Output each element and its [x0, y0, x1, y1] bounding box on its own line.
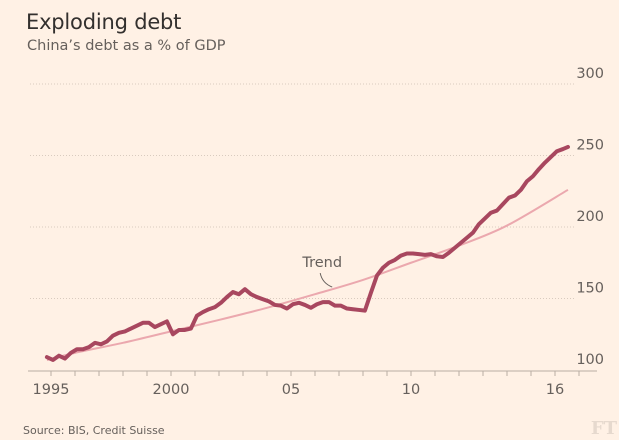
- y-tick-label: 300: [576, 66, 604, 82]
- debt-line: [44, 144, 570, 362]
- trend-annotation-label: Trend: [301, 255, 342, 271]
- trend-annotation-leader: [319, 272, 333, 288]
- x-tick-label: 16: [546, 382, 564, 398]
- source-note: Source: BIS, Credit Suisse: [23, 424, 165, 437]
- y-tick-labels: 100 150 200 250 300: [576, 66, 604, 368]
- chart-subtitle: China’s debt as a % of GDP: [27, 38, 226, 54]
- y-tick-label: 100: [576, 352, 604, 368]
- gridlines: [30, 83, 575, 299]
- x-tick-label: 2000: [153, 382, 190, 398]
- y-tick-label: 150: [576, 281, 604, 297]
- x-axis: 1995 2000 05 10 16: [28, 370, 597, 398]
- ft-logo: FT: [590, 418, 617, 439]
- x-tick-label: 05: [282, 382, 300, 398]
- chart-title: Exploding debt: [26, 10, 182, 34]
- debt-points: [46, 146, 569, 361]
- x-tick-label: 1995: [33, 382, 70, 398]
- trend-line: [46, 188, 569, 361]
- y-tick-label: 200: [576, 209, 604, 225]
- y-tick-label: 250: [576, 138, 604, 154]
- x-tick-label: 10: [402, 382, 420, 398]
